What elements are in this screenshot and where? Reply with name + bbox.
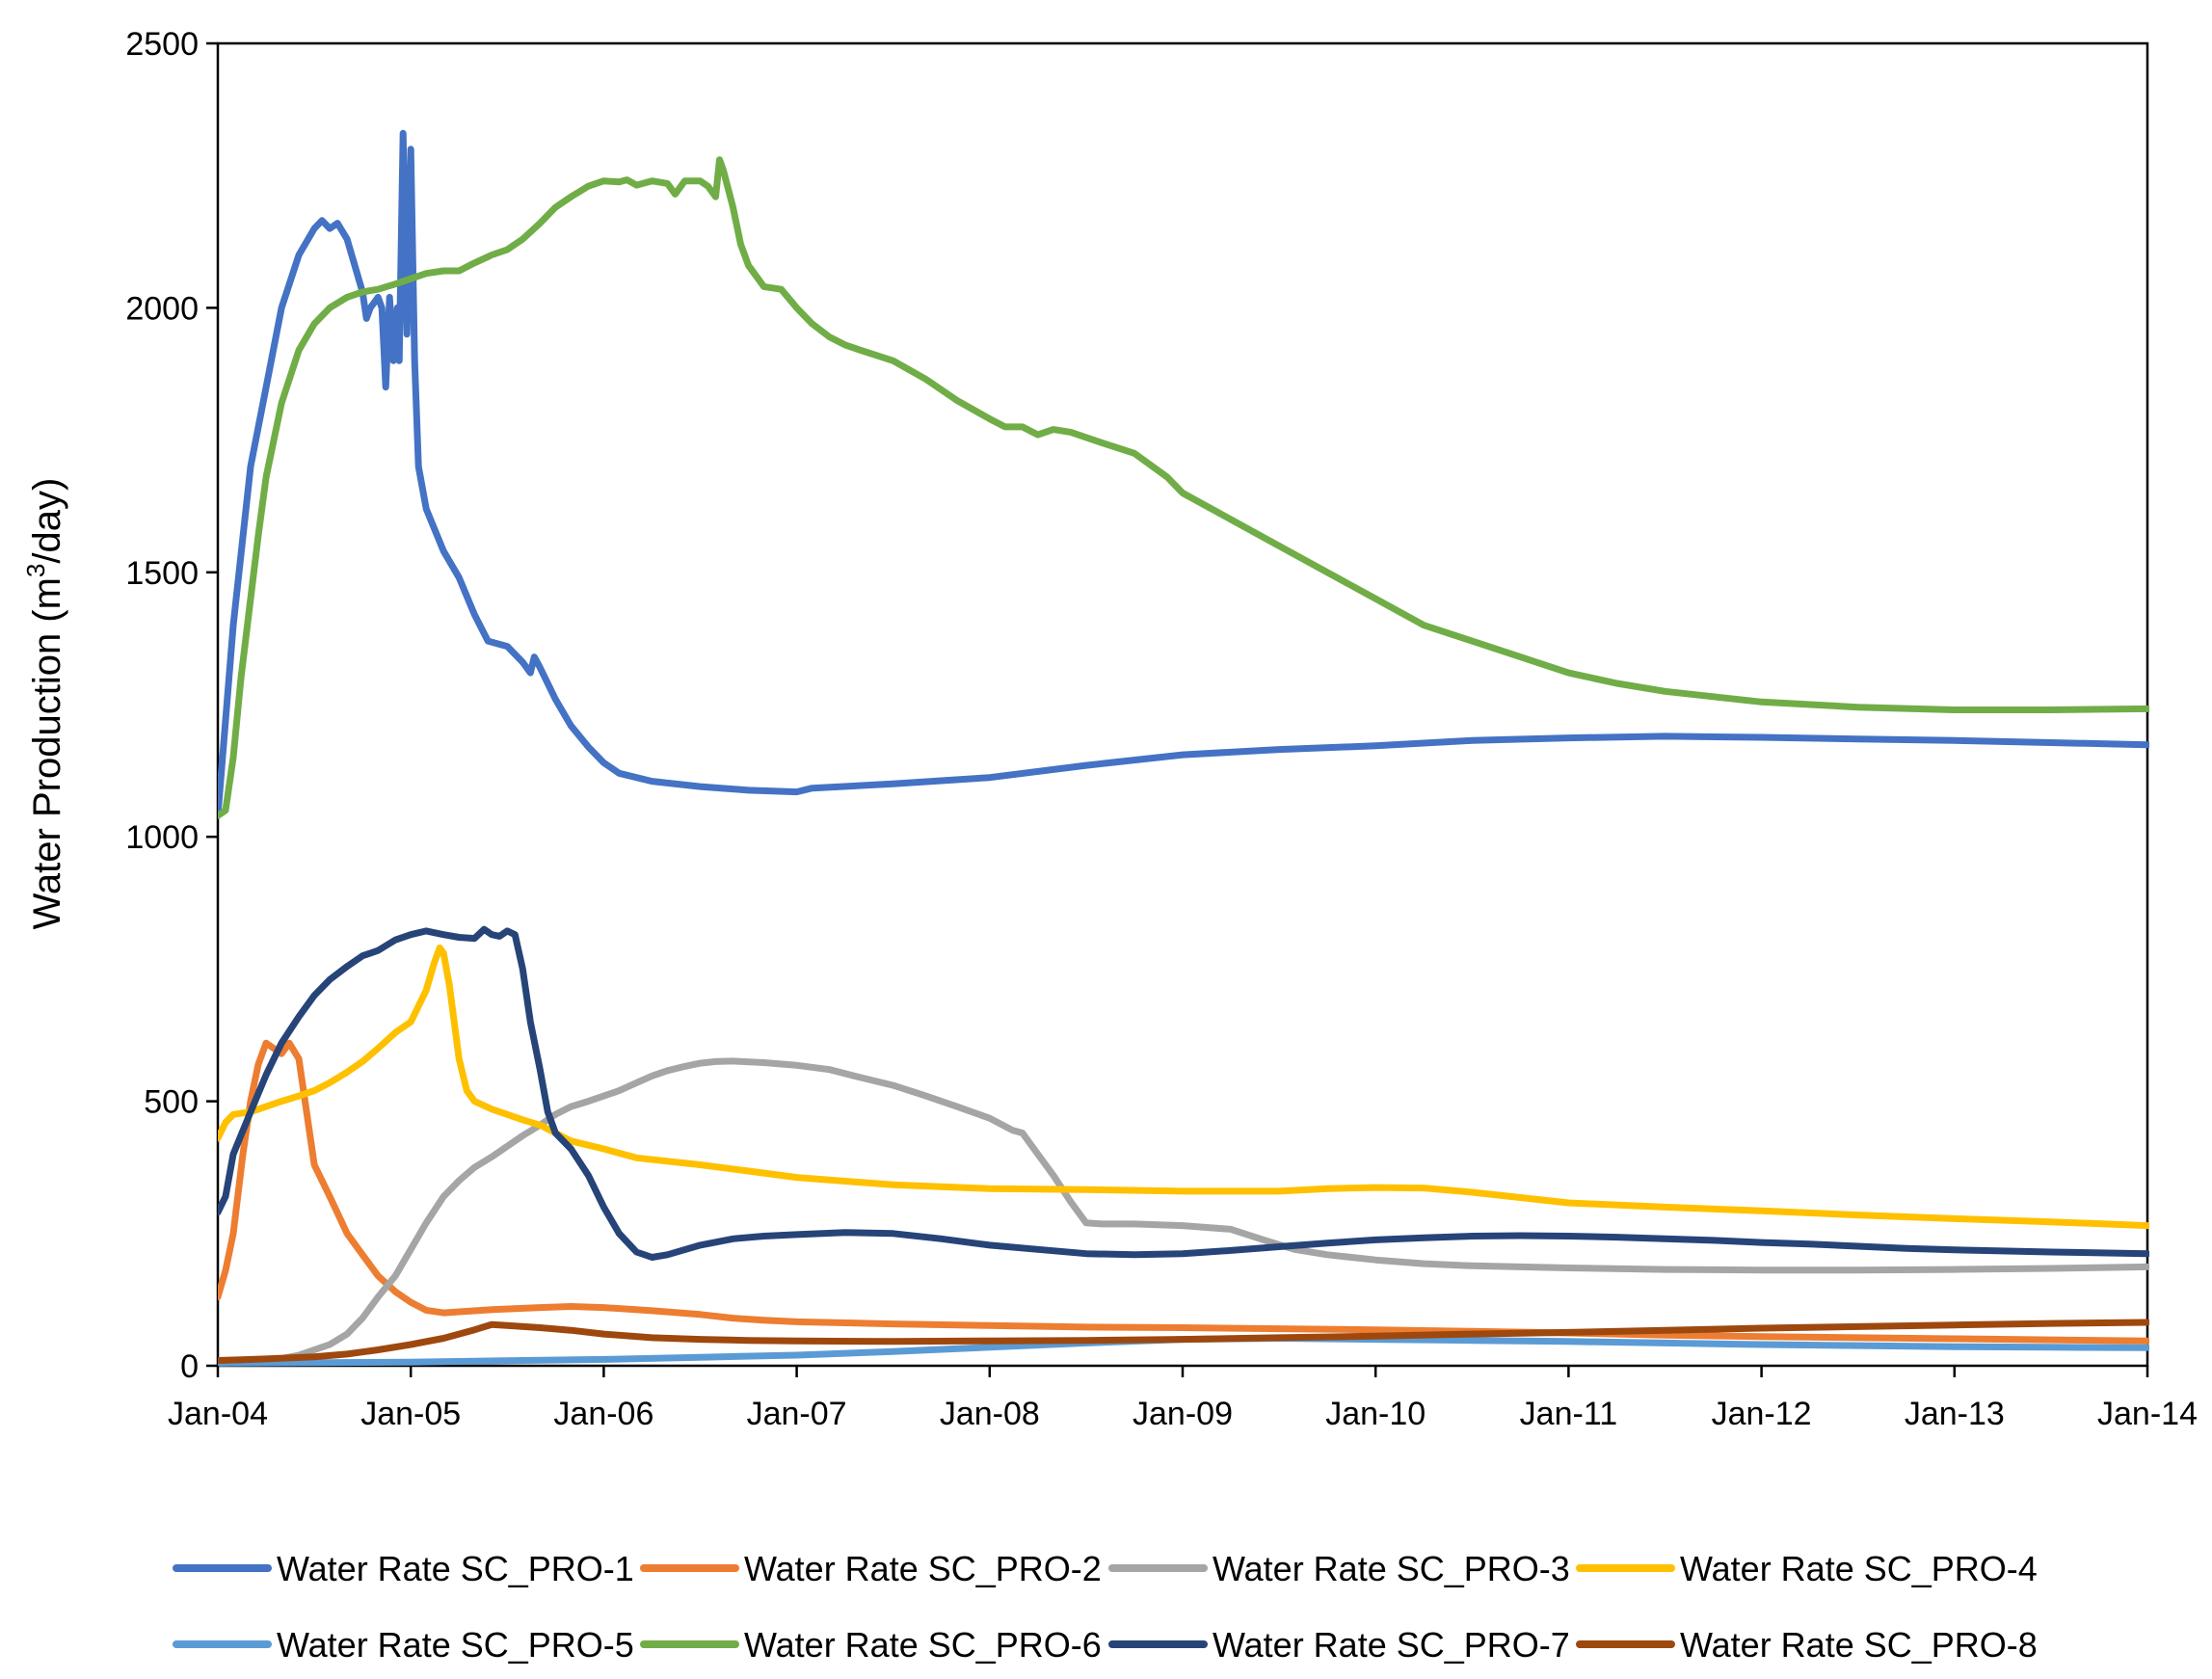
y-axis: 0 500 1000 1500 2000 2500	[125, 26, 218, 1385]
legend-label-pro-4: Water Rate SC_PRO-4	[1680, 1549, 2038, 1588]
legend-label-pro-8: Water Rate SC_PRO-8	[1680, 1625, 2038, 1665]
x-tick-label: Jan-05	[360, 1396, 461, 1432]
x-tick-label: Jan-12	[1712, 1396, 1812, 1432]
x-tick-label: Jan-11	[1520, 1396, 1617, 1432]
x-tick-label: Jan-13	[1905, 1396, 2005, 1432]
legend: Water Rate SC_PRO-1 Water Rate SC_PRO-2 Wa…	[173, 1549, 2038, 1665]
x-tick-label: Jan-08	[940, 1396, 1040, 1432]
x-axis: Jan-04 Jan-05 Jan-06 Jan-07 Jan-08 Jan-09 Jan-…	[168, 1366, 2198, 1432]
legend-label-pro-3: Water Rate SC_PRO-3	[1213, 1549, 1570, 1588]
legend-label-pro-2: Water Rate SC_PRO-2	[744, 1549, 1102, 1588]
series-line-pro-6	[218, 156, 2149, 819]
y-tick-label: 2000	[125, 290, 199, 327]
x-tick-label: Jan-09	[1133, 1396, 1233, 1432]
series-line-pro-7	[218, 925, 2149, 1261]
series-line-pro-8	[218, 1319, 2149, 1364]
series-line-pro-4	[218, 944, 2149, 1230]
legend-label-pro-5: Water Rate SC_PRO-5	[277, 1625, 634, 1665]
y-tick-label: 1500	[125, 555, 199, 592]
y-tick-label: 2500	[125, 26, 199, 63]
y-tick-label: 1000	[125, 819, 199, 856]
series-line-pro-1	[218, 129, 2149, 819]
legend-label-pro-1: Water Rate SC_PRO-1	[277, 1549, 634, 1588]
plot-area	[216, 41, 2149, 1368]
legend-label-pro-7: Water Rate SC_PRO-7	[1213, 1625, 1570, 1665]
y-tick-label: 500	[144, 1084, 199, 1121]
series-line-pro-3	[218, 1057, 2149, 1367]
x-tick-label: Jan-04	[168, 1396, 268, 1432]
x-tick-label: Jan-10	[1325, 1396, 1426, 1432]
y-tick-label: 0	[180, 1348, 199, 1385]
x-tick-label: Jan-14	[2097, 1396, 2198, 1432]
series-layer	[218, 129, 2149, 1367]
x-tick-label: Jan-06	[553, 1396, 653, 1432]
legend-label-pro-6: Water Rate SC_PRO-6	[744, 1625, 1102, 1665]
x-tick-label: Jan-07	[747, 1396, 847, 1432]
y-axis-label: Water Production (m3/day)	[21, 478, 68, 930]
